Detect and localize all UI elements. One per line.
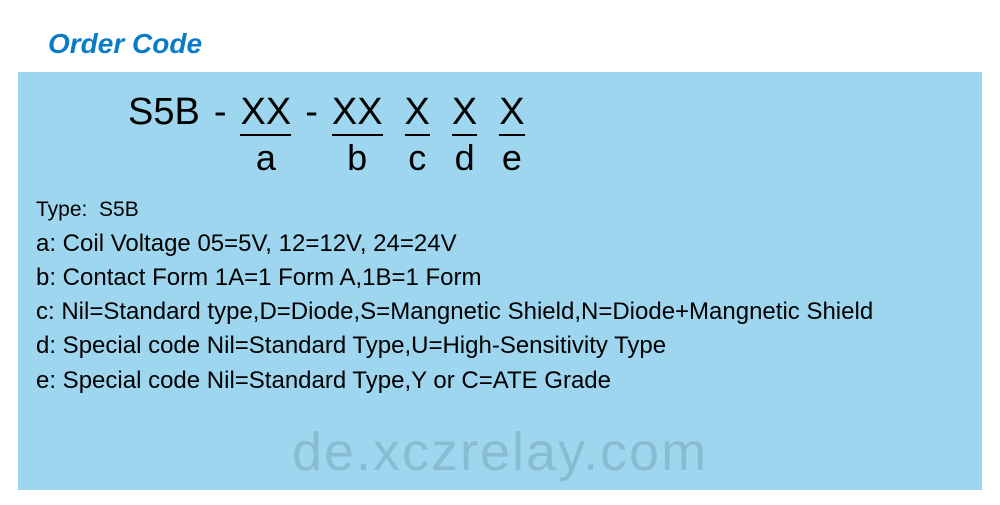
code-sub-d: d xyxy=(455,136,475,178)
dash-2: - xyxy=(291,92,332,134)
code-seg-e: X e xyxy=(499,92,524,177)
code-seg-b: XX b xyxy=(332,92,383,177)
code-sub-e: e xyxy=(502,136,522,178)
code-seg-c-text: X xyxy=(405,92,430,134)
legend-line-a: a: Coil Voltage 05=5V, 12=12V, 24=24V xyxy=(36,227,964,261)
code-seg-a: XX a xyxy=(240,92,291,177)
legend: Type: S5B a: Coil Voltage 05=5V, 12=12V,… xyxy=(36,195,964,397)
code-seg-c: X c xyxy=(405,92,430,177)
code-sub-b: b xyxy=(347,136,367,178)
code-seg-b-text: XX xyxy=(332,92,383,134)
code-seg-d: X d xyxy=(452,92,477,177)
order-code-format: S5B - XX a - XX b X c X d X e xyxy=(36,84,964,177)
code-sub-a: a xyxy=(256,136,276,178)
code-sub-c: c xyxy=(408,136,426,178)
page-title: Order Code xyxy=(0,0,1000,72)
order-code-panel: S5B - XX a - XX b X c X d X e xyxy=(18,72,982,490)
legend-type-value: S5B xyxy=(99,198,139,221)
code-seg-a-text: XX xyxy=(240,92,291,134)
legend-line-b: b: Contact Form 1A=1 Form A,1B=1 Form xyxy=(36,261,964,295)
legend-type: Type: S5B xyxy=(36,195,964,225)
legend-type-label: Type: xyxy=(36,198,87,221)
code-seg-e-text: X xyxy=(499,92,524,134)
legend-line-d: d: Special code Nil=Standard Type,U=High… xyxy=(36,329,964,363)
legend-line-e: e: Special code Nil=Standard Type,Y or C… xyxy=(36,364,964,398)
code-prefix: S5B xyxy=(128,92,200,134)
code-prefix-text: S5B xyxy=(128,92,200,134)
dash-1: - xyxy=(200,92,241,134)
legend-line-c: c: Nil=Standard type,D=Diode,S=Mangnetic… xyxy=(36,295,964,329)
code-seg-d-text: X xyxy=(452,92,477,134)
